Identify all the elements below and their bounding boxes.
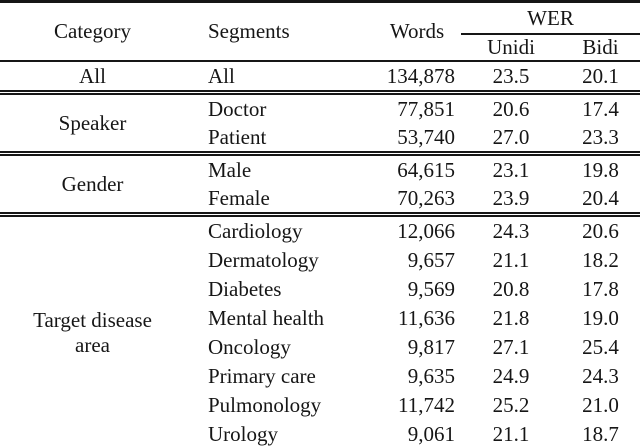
bidi-wer-cell: 17.4 bbox=[582, 96, 619, 121]
unidi-wer-cell: 20.6 bbox=[492, 96, 530, 121]
bidi-wer-cell: 21.0 bbox=[582, 393, 619, 417]
words-cell: 134,878 bbox=[386, 63, 455, 88]
segment-cell: Male bbox=[208, 157, 252, 182]
table-row: Pulmonology 11,742 25.2 21.0 bbox=[0, 391, 640, 420]
bidi-wer-cell: 20.1 bbox=[582, 63, 619, 88]
table-row: Female 70,263 23.9 20.4 bbox=[0, 184, 640, 215]
section-target-disease-area: Target disease area Cardiology 12,066 24… bbox=[0, 215, 640, 446]
bidi-wer-cell: 17.8 bbox=[582, 277, 619, 301]
section-speaker: Speaker Doctor 77,851 20.6 17.4 Patient … bbox=[0, 93, 640, 154]
column-header-unidi: Unidi bbox=[487, 35, 535, 59]
section-gender: Gender Male 64,615 23.1 19.8 Female 70,2… bbox=[0, 154, 640, 215]
segment-cell: Female bbox=[208, 185, 270, 210]
table-row: Mental health 11,636 21.8 19.0 bbox=[0, 304, 640, 333]
table-row: Oncology 9,817 27.1 25.4 bbox=[0, 333, 640, 362]
words-cell: 9,061 bbox=[407, 422, 455, 446]
table-row: Target disease area Cardiology 12,066 24… bbox=[0, 215, 640, 357]
column-header-bidi: Bidi bbox=[582, 35, 619, 59]
unidi-wer-cell: 21.1 bbox=[492, 422, 530, 446]
bidi-wer-cell: 18.2 bbox=[582, 248, 619, 272]
segment-cell: Diabetes bbox=[208, 277, 282, 301]
category-label: Speaker bbox=[58, 110, 127, 135]
table-row: Patient 53,740 27.0 23.3 bbox=[0, 123, 640, 154]
table-row: Dermatology 9,657 21.1 18.2 bbox=[0, 246, 640, 275]
segment-cell: Urology bbox=[208, 422, 278, 446]
bidi-wer-cell: 19.8 bbox=[582, 157, 619, 182]
words-cell: 64,615 bbox=[397, 157, 455, 182]
category-label: Gender bbox=[61, 171, 124, 196]
words-cell: 9,635 bbox=[407, 364, 455, 388]
words-cell: 12,066 bbox=[397, 219, 455, 243]
bidi-wer-cell: 20.6 bbox=[582, 219, 619, 243]
words-cell: 53,740 bbox=[397, 124, 455, 149]
table-row: Urology 9,061 21.1 18.7 bbox=[0, 420, 640, 446]
unidi-wer-cell: 20.8 bbox=[492, 277, 530, 301]
unidi-wer-cell: 27.0 bbox=[492, 124, 530, 149]
segment-cell: Doctor bbox=[208, 96, 267, 121]
section-all: All All 134,878 23.5 20.1 bbox=[0, 61, 640, 93]
column-header-category: Category bbox=[54, 19, 131, 43]
unidi-wer-cell: 25.2 bbox=[492, 393, 530, 417]
column-header-wer-group: WER bbox=[461, 1, 640, 35]
words-cell: 77,851 bbox=[397, 96, 455, 121]
words-cell: 11,742 bbox=[398, 393, 455, 417]
table-row: Diabetes 9,569 20.8 17.8 bbox=[0, 275, 640, 304]
category-label: Target disease area bbox=[33, 308, 152, 357]
bidi-wer-cell: 20.4 bbox=[582, 185, 619, 210]
category-cell: Target disease area bbox=[0, 215, 185, 446]
segment-cell: Mental health bbox=[208, 306, 325, 330]
unidi-wer-cell: 27.1 bbox=[492, 335, 530, 359]
header-row-sub: Unidi Bidi bbox=[0, 34, 640, 61]
bidi-wer-cell: 23.3 bbox=[582, 124, 619, 149]
table-row: All All 134,878 23.5 20.1 bbox=[0, 61, 640, 93]
unidi-wer-cell: 21.8 bbox=[492, 306, 530, 330]
segment-cell: All bbox=[208, 63, 235, 88]
segment-cell: Pulmonology bbox=[208, 393, 322, 417]
segment-cell: Primary care bbox=[208, 364, 316, 388]
segment-cell: Oncology bbox=[208, 335, 291, 359]
column-header-words: Words bbox=[389, 19, 445, 43]
words-cell: 70,263 bbox=[397, 185, 455, 210]
unidi-wer-cell: 23.1 bbox=[492, 157, 530, 182]
table-row: Gender Male 64,615 23.1 19.8 bbox=[0, 154, 640, 196]
words-cell: 9,817 bbox=[407, 335, 455, 359]
table-header: Category Segments Words WER Unidi Bidi bbox=[0, 1, 640, 61]
unidi-wer-cell: 23.5 bbox=[492, 63, 530, 88]
unidi-wer-cell: 24.9 bbox=[492, 364, 530, 388]
bidi-wer-cell: 25.4 bbox=[582, 335, 619, 359]
unidi-wer-cell: 23.9 bbox=[492, 185, 530, 210]
table-row: Primary care 9,635 24.9 24.3 bbox=[0, 362, 640, 391]
category-cell: All bbox=[0, 61, 185, 93]
unidi-wer-cell: 21.1 bbox=[492, 248, 530, 272]
bidi-wer-cell: 18.7 bbox=[582, 422, 619, 446]
category-cell: Gender bbox=[0, 154, 185, 215]
segment-cell: Dermatology bbox=[208, 248, 319, 272]
bidi-wer-cell: 19.0 bbox=[582, 306, 619, 330]
words-cell: 11,636 bbox=[398, 306, 455, 330]
words-cell: 9,569 bbox=[407, 277, 455, 301]
table-row: Speaker Doctor 77,851 20.6 17.4 bbox=[0, 93, 640, 135]
words-cell: 9,657 bbox=[407, 248, 455, 272]
category-label: All bbox=[79, 63, 106, 88]
column-header-segments: Segments bbox=[208, 19, 290, 43]
header-row-top: Category Segments Words WER bbox=[0, 1, 640, 43]
bidi-wer-cell: 24.3 bbox=[582, 364, 619, 388]
unidi-wer-cell: 24.3 bbox=[492, 219, 530, 243]
segment-cell: Patient bbox=[208, 124, 267, 149]
category-cell: Speaker bbox=[0, 93, 185, 154]
segment-cell: Cardiology bbox=[208, 219, 303, 243]
